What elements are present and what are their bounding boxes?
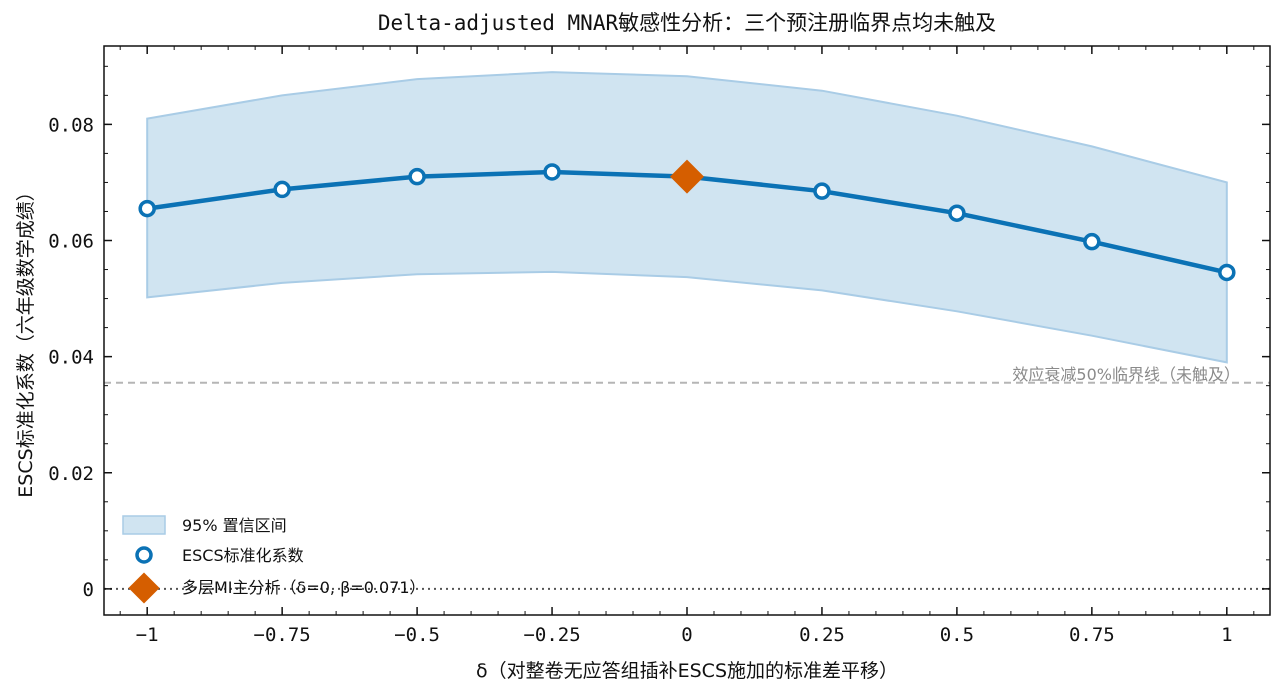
x-tick-label: 0.75 xyxy=(1069,624,1115,646)
legend-ci-label: 95% 置信区间 xyxy=(182,516,287,535)
x-tick-label: 0.5 xyxy=(940,624,974,646)
data-point-8 xyxy=(1218,263,1236,282)
data-point-5 xyxy=(813,182,831,200)
x-tick-label: −0.75 xyxy=(254,624,311,646)
x-tick-label: −0.5 xyxy=(394,624,440,646)
data-point-6 xyxy=(948,204,966,222)
y-tick-label: 0.08 xyxy=(48,114,94,136)
ci-band xyxy=(146,71,1228,364)
x-tick-label: 0.25 xyxy=(799,624,845,646)
y-tick-label: 0.04 xyxy=(48,347,94,369)
main-analysis-marker xyxy=(670,159,704,194)
legend-series-marker xyxy=(135,546,153,564)
y-axis-label: ESCS标准化系数（六年级数学成绩） xyxy=(15,182,37,497)
y-ticks: 0 0.02 0.04 0.06 0.08 xyxy=(48,65,1270,601)
x-axis-label: δ（对整卷无应答组插补ESCS施加的标准差平移） xyxy=(476,660,898,682)
marker-layer xyxy=(670,159,704,194)
legend-series-label: ESCS标准化系数 xyxy=(182,546,304,565)
x-tick-label: 0 xyxy=(681,624,692,646)
x-tick-label: 1 xyxy=(1221,624,1232,646)
legend-main-label: 多层MI主分析（δ=0, β=0.071） xyxy=(182,578,426,597)
legend: 95% 置信区间 ESCS标准化系数 多层MI主分析（δ=0, β=0.071） xyxy=(122,515,426,604)
data-point-7 xyxy=(1083,232,1101,251)
x-tick-label: −1 xyxy=(136,624,159,646)
y-tick-label: 0.06 xyxy=(48,231,94,253)
reference-line-label-0: 效应衰减50%临界线（未触及） xyxy=(1012,365,1240,384)
x-tick-label: −0.25 xyxy=(523,624,580,646)
legend-ci-swatch xyxy=(122,515,166,535)
ci-band-layer xyxy=(146,71,1228,364)
data-point-0 xyxy=(138,199,156,218)
y-tick-label: 0.02 xyxy=(48,463,94,485)
y-tick-label: 0 xyxy=(83,579,94,601)
data-point-2 xyxy=(408,167,426,186)
chart-title: Delta-adjusted MNAR敏感性分析：三个预注册临界点均未触及 xyxy=(378,11,996,35)
legend-main-marker xyxy=(128,572,160,604)
data-point-3 xyxy=(543,163,561,181)
data-point-1 xyxy=(273,180,291,199)
reference-line-layer: 效应衰减50%临界线（未触及） xyxy=(104,365,1270,590)
x-ticks: −1 −0.75 −0.5 −0.25 0 0.25 0.5 0.75 1 xyxy=(119,46,1255,646)
